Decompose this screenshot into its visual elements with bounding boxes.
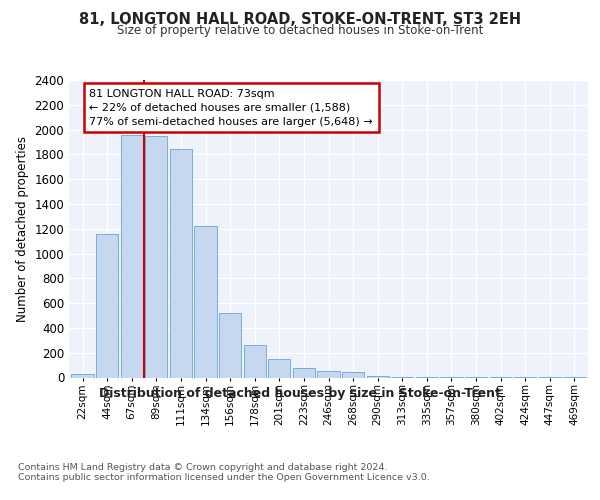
Y-axis label: Number of detached properties: Number of detached properties: [16, 136, 29, 322]
Bar: [416, 377, 438, 378]
Bar: [563, 376, 586, 378]
Text: 81 LONGTON HALL ROAD: 73sqm
← 22% of detached houses are smaller (1,588)
77% of : 81 LONGTON HALL ROAD: 73sqm ← 22% of det…: [89, 88, 373, 126]
Bar: [268, 359, 290, 378]
Bar: [367, 376, 389, 378]
Text: Size of property relative to detached houses in Stoke-on-Trent: Size of property relative to detached ho…: [117, 24, 483, 37]
Bar: [145, 136, 167, 378]
Bar: [121, 134, 143, 378]
Text: Contains public sector information licensed under the Open Government Licence v3: Contains public sector information licen…: [18, 474, 430, 482]
Bar: [391, 376, 413, 378]
Bar: [244, 344, 266, 378]
Bar: [71, 374, 94, 378]
Bar: [194, 226, 217, 378]
Bar: [219, 313, 241, 378]
Bar: [342, 372, 364, 378]
Bar: [317, 372, 340, 378]
Bar: [293, 368, 315, 378]
Bar: [96, 234, 118, 378]
Text: 81, LONGTON HALL ROAD, STOKE-ON-TRENT, ST3 2EH: 81, LONGTON HALL ROAD, STOKE-ON-TRENT, S…: [79, 12, 521, 28]
Bar: [170, 150, 192, 378]
Text: Contains HM Land Registry data © Crown copyright and database right 2024.: Contains HM Land Registry data © Crown c…: [18, 462, 388, 471]
Text: Distribution of detached houses by size in Stoke-on-Trent: Distribution of detached houses by size …: [99, 388, 501, 400]
